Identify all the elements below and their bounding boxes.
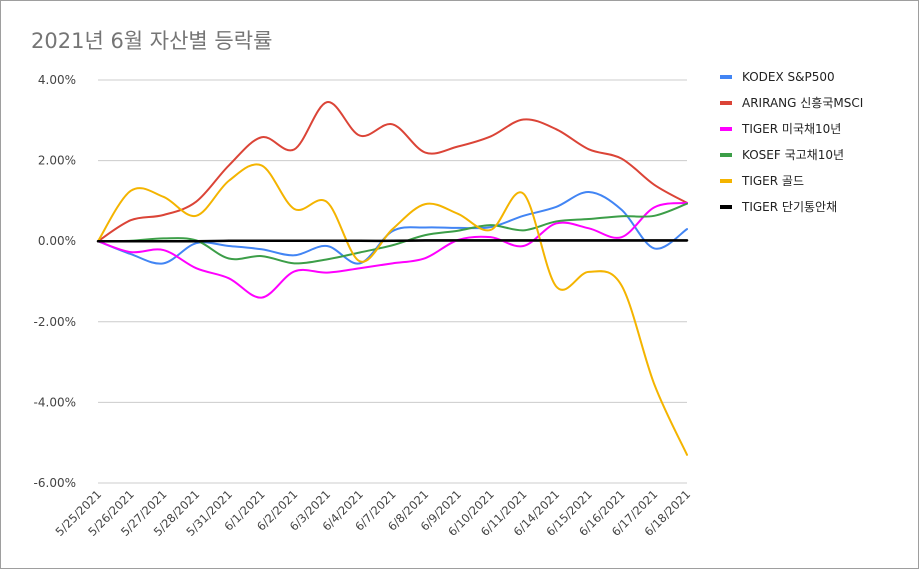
legend-label: TIGER 골드: [741, 174, 804, 188]
series-line: [96, 239, 689, 243]
legend-swatch: [720, 153, 732, 157]
legend-swatch: [720, 205, 732, 209]
x-axis-ticks: 5/25/20215/26/20215/27/20215/28/20215/31…: [53, 487, 694, 539]
y-tick-label: 2.00%: [38, 154, 76, 168]
series-line: [97, 191, 688, 265]
legend-label: KODEX S&P500: [742, 70, 835, 84]
gridlines: [98, 79, 687, 484]
legend-swatch: [720, 179, 732, 183]
series-line: [97, 163, 688, 456]
legend-swatch: [720, 127, 732, 131]
legend-swatch: [720, 75, 732, 79]
y-axis-ticks: 4.00% 2.00% 0.00% -2.00% -4.00% -6.00%: [34, 73, 76, 490]
legend-label: TIGER 미국채10년: [741, 122, 841, 136]
series-lines: [96, 101, 689, 456]
legend-label: TIGER 단기통안채: [741, 200, 837, 214]
y-tick-label: -2.00%: [34, 315, 76, 329]
chart-title: 2021년 6월 자산별 등락률: [31, 29, 273, 53]
y-tick-label: -6.00%: [34, 476, 76, 490]
legend-swatch: [720, 101, 732, 105]
y-tick-label: 0.00%: [38, 234, 76, 248]
series-line: [97, 101, 688, 243]
series-line: [97, 201, 688, 299]
legend: KODEX S&P500 ARIRANG 신흥국MSCI TIGER 미국채10년 K…: [720, 70, 863, 214]
legend-label: KOSEF 국고채10년: [742, 148, 844, 162]
y-tick-label: -4.00%: [34, 395, 76, 409]
y-tick-label: 4.00%: [38, 73, 76, 87]
legend-label: ARIRANG 신흥국MSCI: [742, 96, 863, 110]
